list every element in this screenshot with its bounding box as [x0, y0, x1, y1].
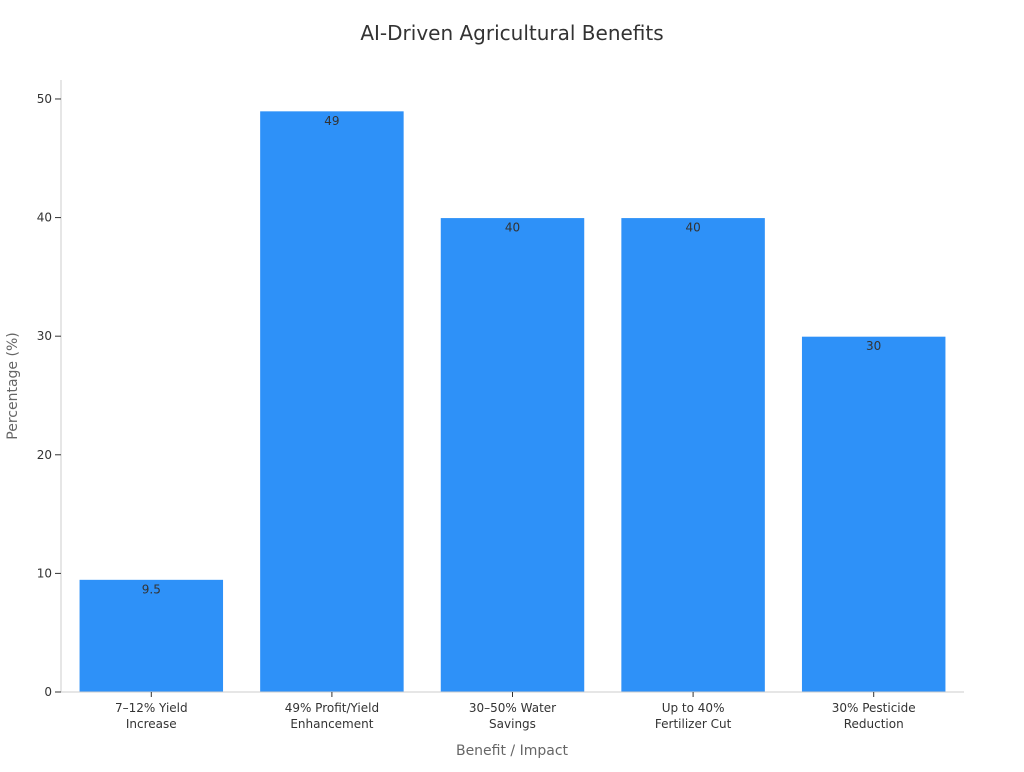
- x-tick-label-line: Up to 40%: [662, 701, 725, 715]
- bar-value-label: 9.5: [142, 582, 161, 596]
- bar: [78, 578, 225, 693]
- y-tick-label: 40: [37, 211, 52, 225]
- bars-layer: 9.5 49 40 40 30: [78, 110, 947, 693]
- bar: [259, 110, 405, 693]
- bar-value-label: 40: [685, 221, 700, 235]
- y-ticks: 0 10 20 30 40 50: [37, 92, 61, 699]
- y-tick-label: 10: [37, 566, 52, 580]
- x-tick-label: 7–12% Yield Increase: [115, 701, 188, 731]
- y-tick-label: 20: [37, 448, 52, 462]
- x-tick-label: 30–50% Water Savings: [469, 701, 556, 731]
- bar: [800, 335, 947, 693]
- bar-value-label: 49: [324, 114, 339, 128]
- x-tick-label-line: 30–50% Water: [469, 701, 556, 715]
- bar-value-label: 30: [866, 339, 881, 353]
- y-tick-label: 30: [37, 329, 52, 343]
- x-tick-label-line: 30% Pesticide: [832, 701, 916, 715]
- chart-title: AI-Driven Agricultural Benefits: [360, 21, 663, 45]
- x-tick-label-line: Reduction: [844, 717, 904, 731]
- y-tick-label: 50: [37, 92, 52, 106]
- bar: [620, 217, 766, 693]
- x-tick-label: 30% Pesticide Reduction: [832, 701, 916, 731]
- x-axis-title: Benefit / Impact: [456, 743, 569, 759]
- bar: [439, 217, 586, 693]
- y-axis-title: Percentage (%): [5, 332, 21, 439]
- x-ticks: 7–12% Yield Increase 49% Profit/Yield Enhan…: [115, 692, 916, 731]
- x-tick-label: Up to 40% Fertilizer Cut: [655, 701, 732, 731]
- x-tick-label-line: Increase: [126, 717, 177, 731]
- x-tick-label-line: 49% Profit/Yield: [285, 701, 379, 715]
- bar-value-label: 40: [505, 221, 520, 235]
- x-tick-label-line: 7–12% Yield: [115, 701, 188, 715]
- x-tick-label: 49% Profit/Yield Enhancement: [285, 701, 379, 731]
- x-tick-label-line: Savings: [489, 717, 536, 731]
- x-tick-label-line: Enhancement: [290, 717, 373, 731]
- y-tick-label: 0: [44, 685, 52, 699]
- x-tick-label-line: Fertilizer Cut: [655, 717, 732, 731]
